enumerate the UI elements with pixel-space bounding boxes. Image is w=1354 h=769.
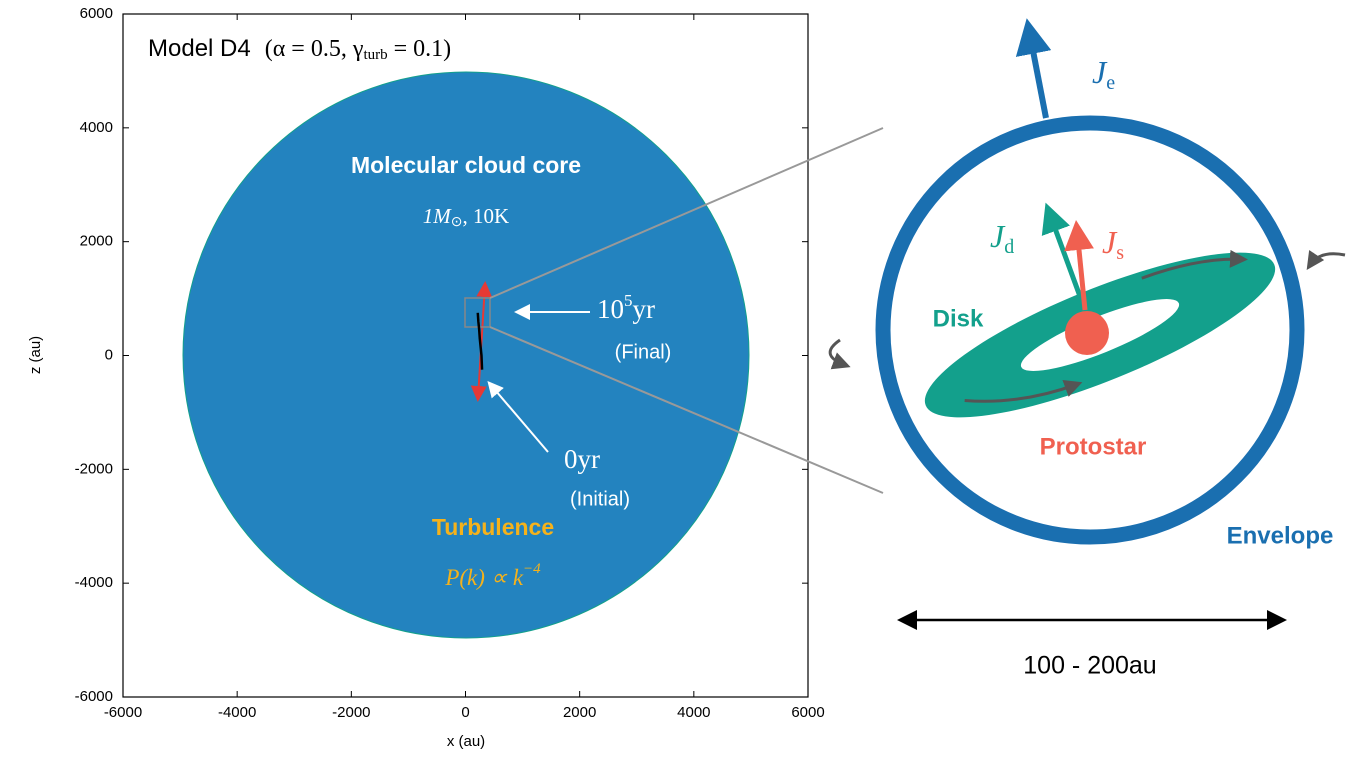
x-tick-label: -6000 [104,704,142,721]
sun: ⊙ [451,215,463,230]
y-tick-label: 6000 [80,5,113,22]
y-tick-label: -4000 [75,574,113,591]
je-arrow [1029,30,1046,118]
final-label: (Final) [615,341,672,363]
y-tick-label: 2000 [80,233,113,250]
scale-label: 100 - 200au [1023,652,1156,680]
initial-time: 0yr [564,444,600,474]
envelope-label: Envelope [1227,522,1334,549]
x-tick-label: 2000 [563,704,596,721]
sub: s [1116,242,1124,264]
y-tick-label: 0 [105,346,113,363]
initial-label: (Initial) [570,488,630,510]
params: (α = 0.5, γ [265,36,364,62]
envelope-rotation [830,340,845,365]
spec: P(k) ∝ k [444,565,524,590]
model-label: Model D4 (α = 0.5, γturb = 0.1) [148,35,451,63]
x-tick-label: -2000 [332,704,370,721]
exp: 5 [624,291,633,310]
model-name: Model D4 [148,35,251,62]
core-props: 1M⊙, 10K [423,204,509,230]
je-label: Je [1092,54,1115,93]
spec-exp: −4 [523,561,541,577]
core-label: Molecular cloud core [351,152,581,178]
params-sub: turb [363,47,387,63]
protostar-label: Protostar [1040,433,1147,460]
x-tick-label: 0 [461,704,469,721]
temp: , 10K [463,204,510,228]
sub: d [1004,236,1014,258]
mass: 1M [423,204,453,228]
disk-label: Disk [933,305,984,332]
figure: Model D4 (α = 0.5, γturb = 0.1) Molecular… [0,0,1354,764]
y-tick-label: 4000 [80,119,113,136]
y-label: z (au) [27,336,44,374]
unit: yr [633,294,656,324]
y-tick-label: -2000 [75,460,113,477]
protostar [1065,311,1109,355]
x-tick-label: 6000 [791,704,824,721]
x-tick-label: -4000 [218,704,256,721]
envelope-rotation [1310,254,1345,265]
sub: e [1106,72,1115,94]
x-label: x (au) [447,733,485,750]
plot: Model D4 (α = 0.5, γturb = 0.1) Molecular… [27,5,825,750]
params-end: = 0.1) [388,36,452,62]
t: 10 [597,294,624,324]
x-tick-label: 4000 [677,704,710,721]
turbulence: Turbulence [432,514,554,540]
y-tick-label: -6000 [75,688,113,705]
